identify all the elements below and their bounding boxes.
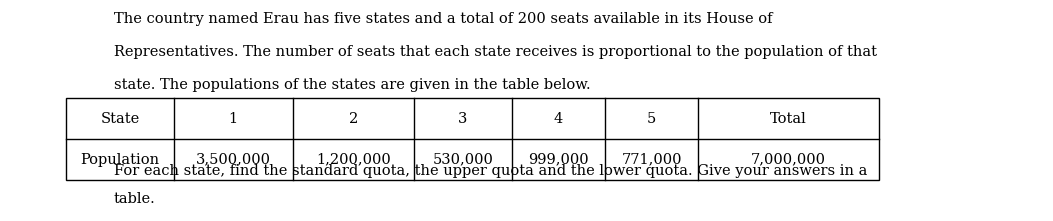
Text: 3,500,000: 3,500,000 xyxy=(196,153,271,167)
Text: 1,200,000: 1,200,000 xyxy=(316,153,391,167)
Text: Representatives. The number of seats that each state receives is proportional to: Representatives. The number of seats tha… xyxy=(114,45,877,59)
Text: 530,000: 530,000 xyxy=(433,153,493,167)
Bar xyxy=(66,98,879,180)
Text: table.: table. xyxy=(114,192,156,206)
Text: 7,000,000: 7,000,000 xyxy=(751,153,827,167)
Text: 4: 4 xyxy=(554,112,563,126)
Text: 3: 3 xyxy=(458,112,468,126)
Text: 1: 1 xyxy=(229,112,238,126)
Text: 2: 2 xyxy=(349,112,358,126)
Text: For each state, find the standard quota, the upper quota and the lower quota. Gi: For each state, find the standard quota,… xyxy=(114,164,867,178)
Text: The country named Erau has five states and a total of 200 seats available in its: The country named Erau has five states a… xyxy=(114,12,772,26)
Text: Total: Total xyxy=(771,112,807,126)
Text: State: State xyxy=(100,112,140,126)
Text: state. The populations of the states are given in the table below.: state. The populations of the states are… xyxy=(114,78,591,92)
Text: 5: 5 xyxy=(648,112,656,126)
Text: 771,000: 771,000 xyxy=(621,153,682,167)
Text: Population: Population xyxy=(80,153,160,167)
Text: 999,000: 999,000 xyxy=(529,153,589,167)
